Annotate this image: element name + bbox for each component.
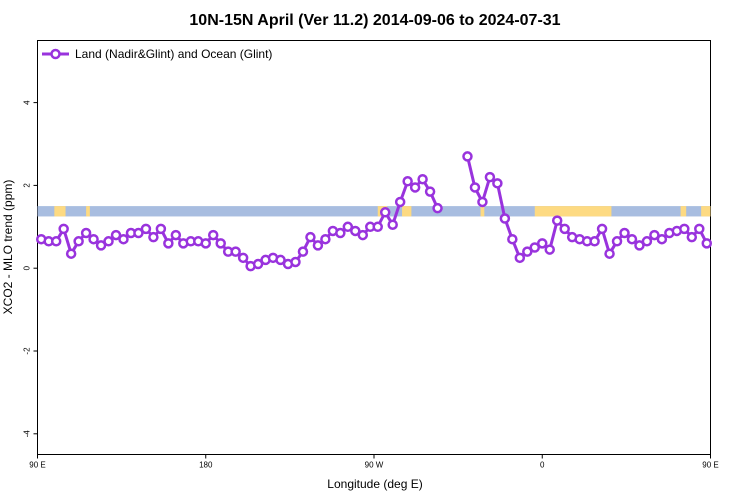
data-point <box>417 173 428 185</box>
data-point <box>469 182 481 193</box>
data-point <box>80 227 92 239</box>
data-point <box>424 186 436 197</box>
data-point <box>58 223 69 235</box>
data-point <box>320 233 331 245</box>
land-segment <box>534 206 612 217</box>
series-layer <box>35 151 713 272</box>
chart-title: 10N-15N April (Ver 11.2) 2014-09-06 to 2… <box>189 12 560 29</box>
y-tick-label: 4 <box>23 100 32 105</box>
data-point <box>701 238 713 249</box>
data-point <box>402 176 413 187</box>
land-segment <box>680 206 687 217</box>
data-point <box>514 252 526 264</box>
data-point <box>499 213 511 224</box>
data-point <box>432 202 443 214</box>
y-tick-label: -4 <box>23 430 32 438</box>
data-point <box>335 227 346 239</box>
data-point <box>95 240 107 251</box>
land-ocean-band <box>37 206 711 217</box>
plot-frame <box>37 40 711 455</box>
data-point <box>372 221 383 233</box>
data-point <box>394 196 406 208</box>
data-point <box>529 242 541 253</box>
data-point <box>649 229 660 241</box>
data-point <box>694 223 705 235</box>
data-point <box>484 171 496 183</box>
data-point <box>522 246 533 257</box>
x-tick-label: 90 W <box>365 461 384 470</box>
legend-swatch-marker <box>50 48 61 60</box>
data-point <box>544 244 555 255</box>
y-tick-label: -2 <box>23 347 32 355</box>
data-point <box>611 236 623 247</box>
data-point <box>65 248 77 259</box>
legend-label: Land (Nadir&Glint) and Ocean (Glint) <box>75 47 272 61</box>
data-point <box>350 225 361 237</box>
x-tick-label: 0 <box>540 461 545 470</box>
x-tick-label: 90 E <box>29 461 45 470</box>
data-point <box>551 215 563 226</box>
data-point <box>604 248 615 259</box>
data-point <box>559 223 570 235</box>
data-point <box>387 219 398 230</box>
data-point <box>163 238 174 249</box>
data-point <box>290 256 301 268</box>
data-point <box>589 236 600 247</box>
y-axis-label: XCO2 - MLO trend (ppm) <box>1 180 15 315</box>
data-point <box>596 223 608 235</box>
data-point <box>634 240 645 251</box>
y-axis-ticks: -4 -2 0 2 4 <box>23 100 38 438</box>
data-point <box>275 254 286 266</box>
data-point <box>379 207 391 218</box>
data-point <box>656 233 668 245</box>
land-segment <box>402 206 412 217</box>
data-point <box>626 233 638 245</box>
data-point <box>462 151 473 162</box>
data-point <box>50 236 62 247</box>
legend: Land (Nadir&Glint) and Ocean (Glint) <box>42 47 272 61</box>
x-tick-label: 90 E <box>702 461 718 470</box>
data-point <box>110 229 122 241</box>
data-point <box>357 229 369 241</box>
data-point <box>312 240 324 251</box>
data-point <box>679 223 690 235</box>
data-point <box>148 231 159 243</box>
data-point <box>409 182 421 193</box>
data-point <box>477 196 488 208</box>
x-axis-label: Longitude (deg E) <box>327 477 422 491</box>
data-point <box>342 221 354 233</box>
land-segment <box>86 206 90 217</box>
data-point <box>133 227 144 239</box>
data-point <box>237 252 249 264</box>
y-tick-label: 0 <box>23 265 32 270</box>
data-point <box>686 231 698 243</box>
data-point <box>619 227 630 239</box>
data-point <box>252 258 264 270</box>
data-point <box>215 238 226 249</box>
data-point <box>230 246 241 257</box>
data-point <box>492 178 503 189</box>
data-point <box>118 233 129 245</box>
land-segment <box>701 206 711 217</box>
data-point <box>140 223 152 235</box>
data-point <box>297 246 309 257</box>
data-point <box>641 236 653 247</box>
data-point <box>155 223 167 235</box>
x-axis-ticks: 90 E 180 90 W 0 90 E <box>29 454 719 470</box>
ocean-band <box>37 206 711 217</box>
data-point <box>103 236 114 247</box>
x-tick-label: 180 <box>199 461 213 470</box>
data-point <box>507 233 518 245</box>
data-point <box>170 229 182 241</box>
data-point <box>305 231 316 243</box>
data-point <box>537 238 548 249</box>
land-segment <box>54 206 66 217</box>
data-point <box>200 238 211 249</box>
data-point <box>73 236 84 247</box>
land-segment <box>480 206 485 217</box>
y-tick-label: 2 <box>23 183 32 188</box>
data-point <box>207 229 219 241</box>
data-point <box>88 233 99 245</box>
